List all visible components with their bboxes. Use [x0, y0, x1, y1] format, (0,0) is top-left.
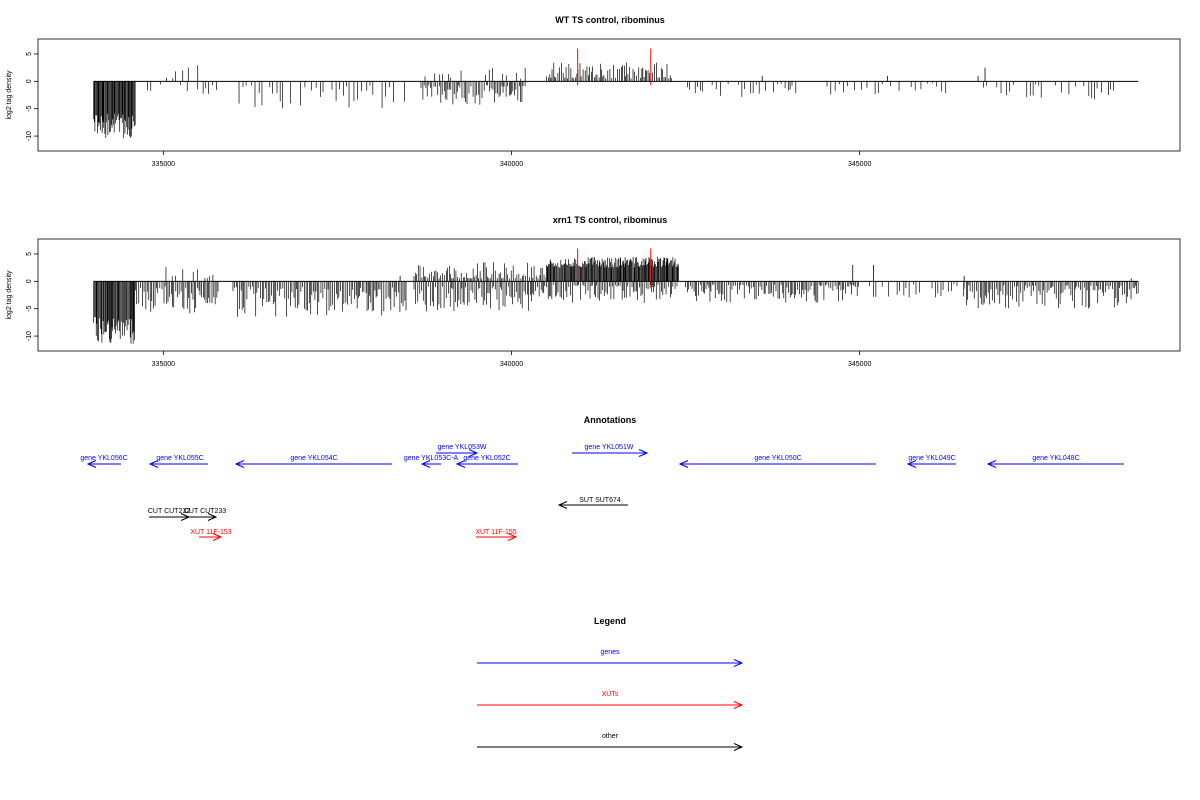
annotation-feature: gene YKL055C — [148, 455, 208, 468]
annotation-label: gene YKL055C — [156, 455, 203, 462]
wt-density-panel: WT TS control, ribominus log2 tag densit… — [6, 15, 1181, 168]
wt-y-tick-label: 5 — [26, 52, 33, 56]
annotation-feature-arrowhead — [986, 460, 997, 468]
annotation-feature: gene YKL052C — [455, 455, 518, 468]
annotation-feature-arrowhead — [507, 533, 518, 541]
annotation-label: gene YKL048C — [1032, 455, 1079, 462]
xrn1-plot-frame — [37, 238, 1181, 352]
wt-y-axis: 5 0 -5 -10 — [26, 52, 38, 141]
legend: genes XUTs other — [477, 649, 744, 751]
legend-item: XUTs — [477, 691, 744, 709]
annotation-feature: gene YKL048C — [986, 455, 1124, 468]
wt-y-tick-label: -5 — [26, 105, 33, 111]
annotation-feature: gene YKL054C — [234, 455, 392, 468]
xrn1-y-tick-label: 5 — [26, 252, 33, 256]
wt-y-axis-label: log2 tag density — [6, 70, 13, 120]
xrn1-y-axis-label: log2 tag density — [6, 270, 13, 320]
annotation-feature-arrowhead — [455, 460, 466, 468]
annotation-feature-arrowhead — [207, 513, 218, 521]
legend-item-arrowhead — [733, 659, 744, 667]
annotations-title: Annotations — [584, 415, 637, 425]
annotation-label: gene YKL053C-A — [404, 455, 459, 462]
annotation-label: gene YKL054C — [290, 455, 337, 462]
annotation-feature-arrowhead — [420, 460, 431, 468]
annotation-feature: gene YKL056C — [80, 455, 128, 468]
annotation-feature-arrowhead — [86, 460, 97, 468]
wt-x-tick-label: 335000 — [152, 161, 175, 168]
annotation-feature: gene YKL050C — [678, 455, 876, 468]
xrn1-x-tick-label: 345000 — [848, 361, 871, 368]
xrn1-density-panel: xrn1 TS control, ribominus log2 tag dens… — [6, 215, 1181, 368]
legend-label: XUTs — [602, 691, 619, 698]
xrn1-x-tick-label: 335000 — [152, 361, 175, 368]
annotation-label: CUT CUT232 — [148, 508, 190, 515]
annotation-feature: gene YKL049C — [906, 455, 956, 468]
annotation-feature-arrowhead — [557, 501, 568, 509]
xrn1-x-tick-label: 340000 — [500, 361, 523, 368]
xrn1-y-tick-label: 0 — [26, 279, 33, 283]
xrn1-y-axis: 5 0 -5 -10 — [26, 252, 38, 341]
annotation-feature-arrowhead — [678, 460, 689, 468]
annotation-label: XUT 11F-155 — [475, 529, 516, 536]
xrn1-y-tick-label: -5 — [26, 305, 33, 311]
legend-label: other — [602, 733, 619, 740]
xrn1-x-axis: 335000 340000 345000 — [152, 351, 871, 368]
wt-density-bars — [93, 62, 1114, 139]
legend-item: genes — [477, 649, 744, 667]
annotation-label: gene YKL053W — [438, 444, 487, 451]
legend-title: Legend — [594, 616, 626, 626]
wt-y-tick-label: -10 — [26, 131, 33, 141]
annotation-label: gene YKL056C — [80, 455, 127, 462]
annotation-label: gene YKL051W — [585, 444, 634, 451]
annotation-label: XUT 11F-153 — [190, 529, 231, 536]
annotation-feature-arrowhead — [906, 460, 917, 468]
wt-x-tick-label: 345000 — [848, 161, 871, 168]
annotation-feature-arrowhead — [148, 460, 159, 468]
xrn1-density-bars — [93, 256, 1139, 344]
legend-item: other — [477, 733, 744, 751]
annotation-feature-arrowhead — [638, 449, 649, 457]
annotation-label: CUT CUT233 — [184, 508, 226, 515]
annotation-feature: SUT SUT674 — [557, 497, 628, 509]
annotation-feature-arrowhead — [468, 449, 479, 457]
wt-x-tick-label: 340000 — [500, 161, 523, 168]
annotation-feature-arrowhead — [212, 533, 223, 541]
annotation-feature: XUT 11F-155 — [475, 529, 518, 541]
wt-red-spikes — [577, 48, 652, 86]
xrn1-red-spikes — [577, 248, 652, 286]
legend-item-arrowhead — [733, 701, 744, 709]
xrn1-y-tick-label: -10 — [26, 331, 33, 341]
annotation-feature: gene YKL053C-A — [404, 455, 459, 468]
annotation-label: gene YKL052C — [463, 455, 510, 462]
annotation-feature-arrowhead — [234, 460, 245, 468]
legend-label: genes — [600, 649, 620, 656]
annotation-label: gene YKL049C — [908, 455, 955, 462]
wt-x-axis: 335000 340000 345000 — [152, 151, 871, 168]
annotation-feature: gene YKL053W — [436, 444, 487, 457]
annotation-feature: XUT 11F-153 — [190, 529, 232, 541]
annotation-label: gene YKL050C — [754, 455, 801, 462]
legend-item-arrowhead — [733, 743, 744, 751]
wt-y-tick-label: 0 — [26, 79, 33, 83]
annotation-label: SUT SUT674 — [579, 497, 621, 504]
annotation-feature: CUT CUT233 — [179, 508, 226, 521]
annotation-feature: gene YKL051W — [572, 444, 649, 457]
wt-panel-title: WT TS control, ribominus — [555, 15, 665, 25]
wt-plot-frame — [37, 38, 1181, 152]
annotation-tracks: gene YKL056C gene YKL055C gene YKL054C gene… — [80, 444, 1124, 541]
xrn1-panel-title: xrn1 TS control, ribominus — [553, 215, 668, 225]
